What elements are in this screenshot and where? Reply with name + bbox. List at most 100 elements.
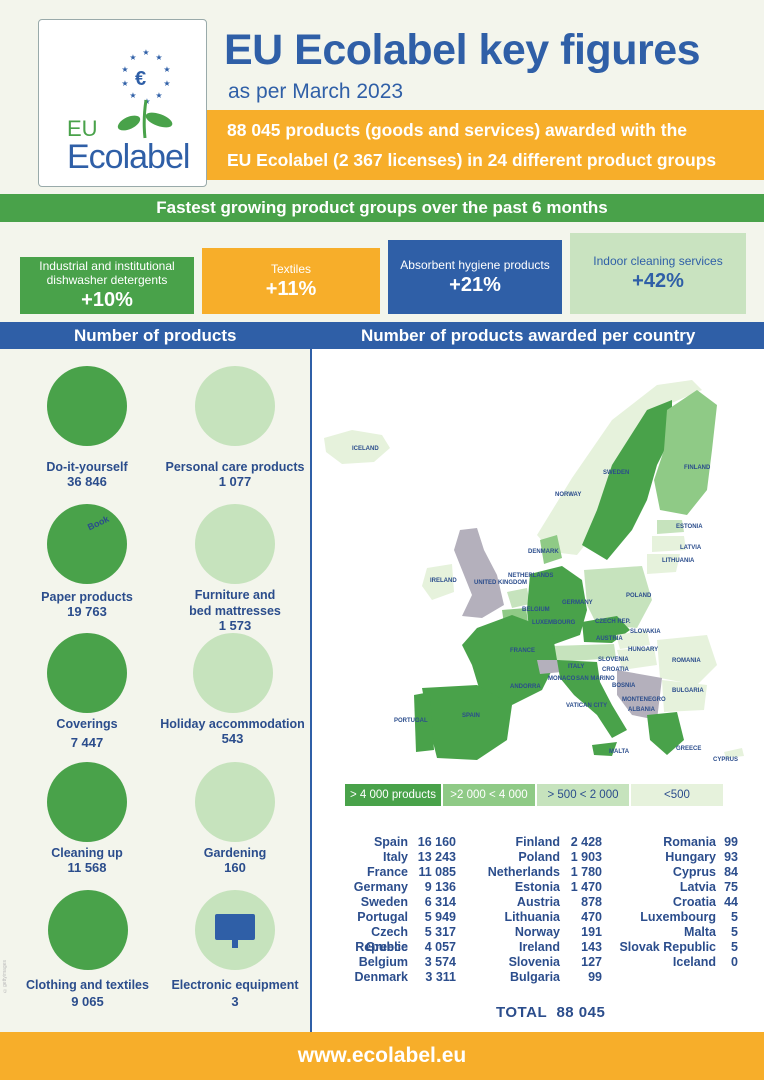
paint-can-icon [47,366,127,446]
svg-text:★: ★ [142,48,149,57]
map-label-luxembourg: LUXEMBOURG [532,620,576,626]
country-value: 878 [581,895,602,909]
country-row: Iceland 0 [608,955,738,970]
map-spain [422,685,512,760]
map-malta [600,744,604,748]
map-label-germany: GERMANY [562,600,593,606]
map-latvia [652,536,686,552]
country-row: Sweden 6 314 [318,895,456,910]
country-name: Belgium [358,955,408,969]
map-label-romania: ROMANIA [672,658,701,664]
category-name: Do-it-yourself [46,460,128,474]
map-sweden [582,400,672,560]
map-lithuania [647,554,680,574]
country-value: 11 085 [418,865,456,879]
summary-band: 88 045 products (goods and services) awa… [207,110,764,180]
page-subtitle: as per March 2023 [228,80,404,103]
country-name: Croatia [672,895,716,909]
map-label-san-marino: SAN MARINO [576,676,615,682]
monitor-icon [195,890,275,970]
country-column-3: Romania 99 Hungary 93 Cyprus 84 Latvia 75 Croati… [608,835,738,970]
total-value: 88 045 [556,1004,606,1021]
photo-credit: ©gettyimages [2,960,8,993]
svg-text:★: ★ [121,65,128,74]
map-label-spain: SPAIN [462,713,480,719]
growth-tile-value: +11% [265,277,317,300]
country-value: 2 428 [570,835,602,849]
map-label-estonia: ESTONIA [676,524,703,530]
website-link[interactable]: www.ecolabel.eu [297,1044,467,1067]
growth-tile-indoor-cleaning: Indoor cleaning services +42% [570,233,746,314]
country-name: Netherlands [487,865,560,879]
svg-text:★: ★ [129,53,136,62]
map-label-finland: FINLAND [684,465,711,471]
country-row: Romania 99 [608,835,738,850]
country-value: 0 [731,955,738,969]
country-value: 470 [581,910,602,924]
country-row: Malta 5 [608,925,738,940]
country-value: 3 574 [424,955,456,969]
map-hungary [617,647,657,670]
legend-over-4000: > 4 000 products [345,784,441,806]
category-electronic: Electronic equipment 3 [160,890,310,1009]
map-label-poland: POLAND [626,593,652,599]
legend-under-500: <500 [631,784,723,806]
map-greece [647,712,684,755]
legend-500-2000: > 500 < 2 000 [537,784,629,806]
svg-text:★: ★ [121,79,128,88]
category-count: 1 077 [218,474,252,489]
country-name: Sweden [360,895,408,909]
growth-tile-label-2: dishwasher detergents [46,273,168,287]
country-name: Austria [516,895,560,909]
growth-tile-label: Absorbent hygiene products [400,257,550,272]
country-value: 6 314 [424,895,456,909]
map-label-austria: AUSTRIA [596,636,623,642]
map-austria [552,644,616,662]
map-label-monaco: MONACO [548,676,576,682]
map-label-united-kingdom: UNITED KINGDOM [474,580,527,586]
map-germany [527,566,587,645]
footer-url[interactable]: www.ecolabel.eu [0,1032,764,1080]
country-row: Poland 1 903 [480,850,602,865]
growth-tile-value: +10% [81,289,133,311]
category-name: Clothing and textiles [26,978,149,992]
watering-can-icon [195,762,275,842]
country-row: Bulgaria 99 [480,970,602,985]
floor-worker-icon [47,633,127,713]
growth-tile-textiles: Textiles +11% [202,248,380,314]
country-row: Croatia 44 [608,895,738,910]
products-heading: Number of products [74,326,237,345]
category-coverings: Coverings 7 447 [22,633,152,750]
map-label-bulgaria: BULGARIA [672,688,704,694]
category-paper-products: Book Paper products 19 763 [22,504,152,619]
map-label-hungary: HUNGARY [628,647,659,653]
country-column-2: Finland 2 428 Poland 1 903 Netherlands 1 780 E… [480,835,602,985]
growth-tile-hygiene: Absorbent hygiene products +21% [388,240,562,314]
country-name: Slovak Republic [619,940,716,954]
country-row: France 11 085 [318,865,456,880]
map-label-belgium: BELGIUM [522,607,550,613]
country-name: Norway [514,925,560,939]
category-name-2: bed mattresses [189,604,281,618]
summary-line-2: EU Ecolabel (2 367 licenses) in 24 diffe… [227,150,717,170]
eu-ecolabel-logo: ★ ★ ★ ★ ★ ★ ★ ★ ★ ★ € EU Ecolabel [38,19,207,187]
growth-tile-label: Textiles [270,261,311,276]
map-balkans [617,670,662,720]
category-furniture: Furniture and bed mattresses 1 573 [160,504,310,633]
growth-tile-value: +21% [449,273,501,296]
map-slovakia [616,630,650,649]
category-gardening: Gardening 160 [160,762,310,875]
country-name: Latvia [679,880,716,894]
map-label-latvia: LATVIA [680,545,702,551]
map-label-sweden: SWEDEN [603,470,630,476]
category-holiday-accommodation: Holiday accommodation 543 [155,633,310,746]
svg-text:★: ★ [129,91,136,100]
category-name: Personal care products [165,460,305,474]
map-finland [654,390,717,515]
bed-chair-icon [195,504,275,584]
country-row: Czech Republic 5 317 [318,925,456,954]
logo-ecolabel-text: Ecolabel [67,138,190,176]
map-estonia [657,520,684,534]
country-row: Lithuania 470 [480,910,602,925]
map-iceland [324,430,390,464]
